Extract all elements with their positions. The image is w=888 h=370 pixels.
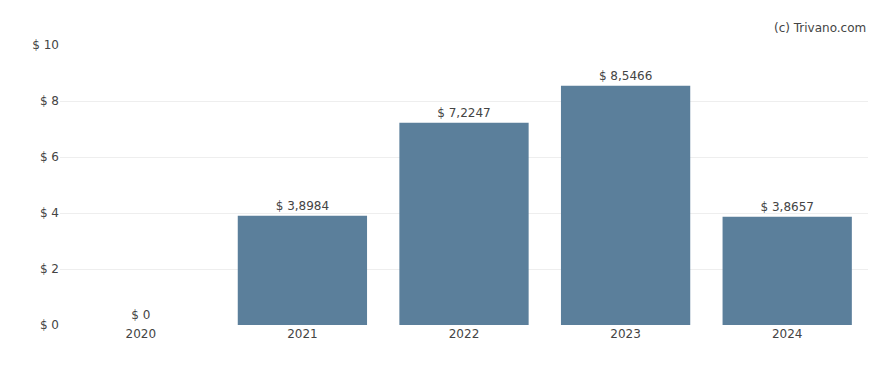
svg-text:$ 7,2247: $ 7,2247 — [437, 106, 490, 120]
svg-text:(c) Trivano.com: (c) Trivano.com — [774, 21, 866, 35]
svg-text:2024: 2024 — [772, 327, 803, 341]
svg-text:$ 2: $ 2 — [40, 262, 59, 276]
svg-text:2020: 2020 — [126, 327, 157, 341]
svg-text:$ 8: $ 8 — [40, 94, 59, 108]
svg-text:2023: 2023 — [610, 327, 641, 341]
svg-text:$ 3,8657: $ 3,8657 — [760, 200, 813, 214]
svg-text:$ 6: $ 6 — [40, 150, 59, 164]
svg-text:$ 8,5466: $ 8,5466 — [599, 69, 652, 83]
svg-text:$ 4: $ 4 — [40, 206, 59, 220]
svg-text:$ 3,8984: $ 3,8984 — [276, 199, 329, 213]
svg-text:$ 10: $ 10 — [32, 38, 59, 52]
svg-text:$ 0: $ 0 — [131, 308, 150, 322]
svg-text:2022: 2022 — [449, 327, 480, 341]
svg-text:2021: 2021 — [287, 327, 318, 341]
svg-text:$ 0: $ 0 — [40, 318, 59, 332]
